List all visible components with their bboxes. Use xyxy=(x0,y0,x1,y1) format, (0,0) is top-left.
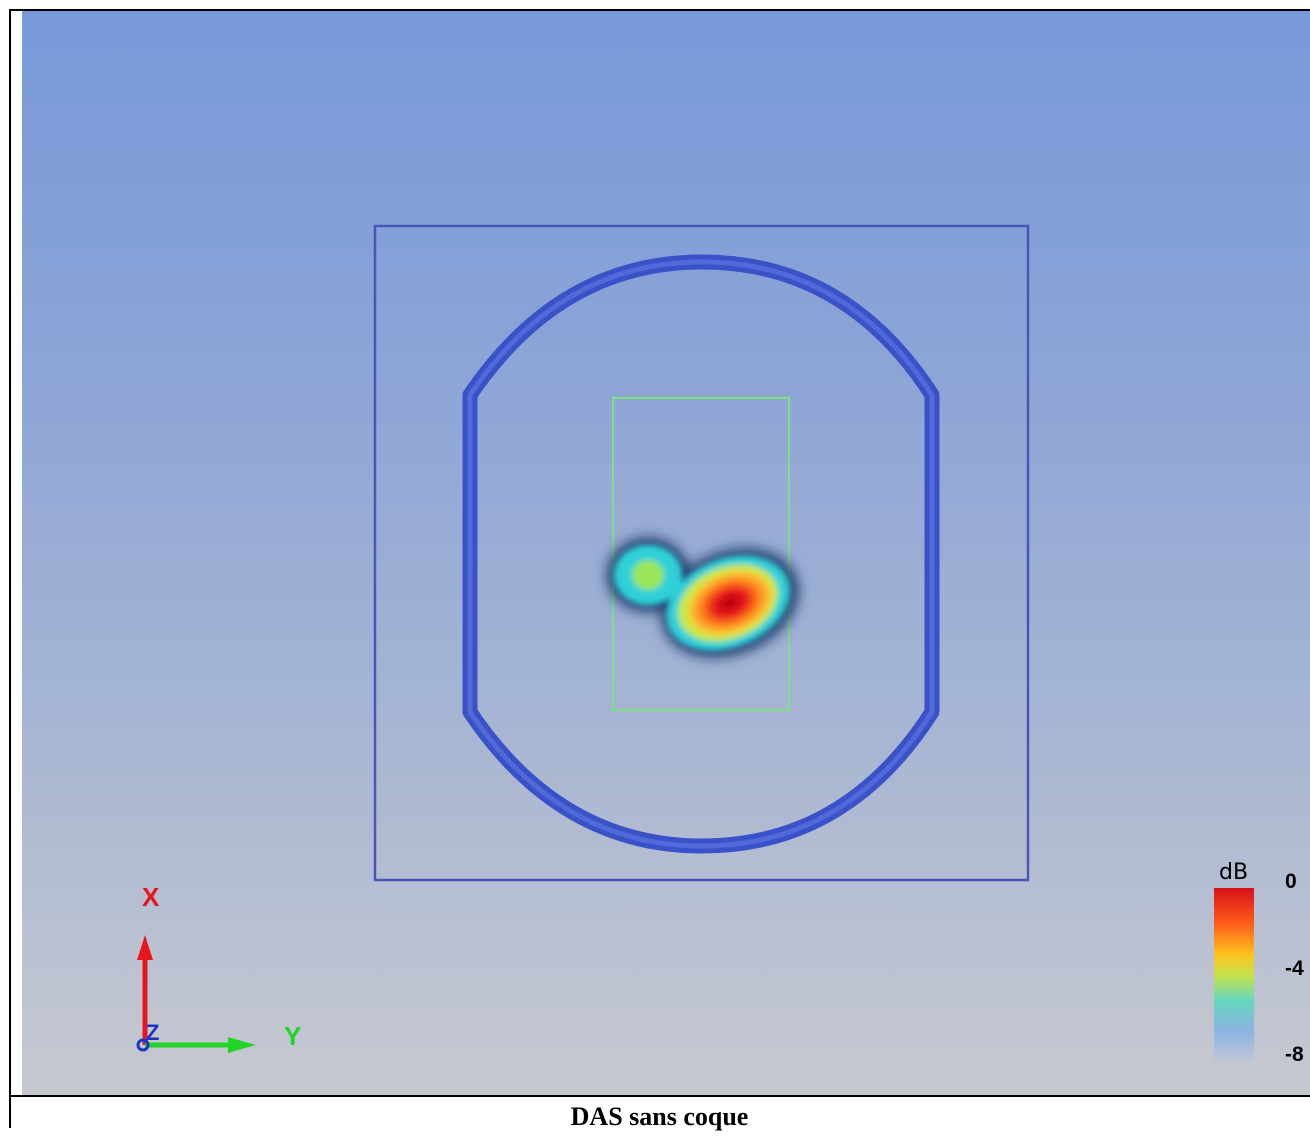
domain-box xyxy=(373,224,1030,882)
colorbar-tick-mid: -4 xyxy=(1285,957,1304,980)
y-axis-arrowhead xyxy=(228,1037,256,1053)
y-axis-label: Y xyxy=(284,1021,301,1051)
z-axis-label: Z xyxy=(146,1020,159,1045)
sar-hotspot xyxy=(606,537,800,659)
phone-outline-highlight xyxy=(467,259,935,849)
colorbar-tick-min: -8 xyxy=(1285,1043,1304,1066)
colorbar-tick-max: 0 xyxy=(1285,870,1297,893)
axis-triad: X Y Z xyxy=(136,882,301,1053)
colorbar-ramp xyxy=(1214,888,1254,1062)
phone-outline xyxy=(462,254,940,854)
colorbar: dB 0 -4 -8 xyxy=(1214,860,1304,1066)
figure-frame xyxy=(9,9,1310,1128)
z-axis-dot xyxy=(136,1038,150,1052)
figure-caption: DAS sans coque xyxy=(570,1102,749,1131)
colorbar-title: dB xyxy=(1219,860,1248,885)
x-axis-label: X xyxy=(142,882,160,912)
caption-divider xyxy=(9,1095,1310,1097)
x-axis-arrowhead xyxy=(137,935,153,960)
